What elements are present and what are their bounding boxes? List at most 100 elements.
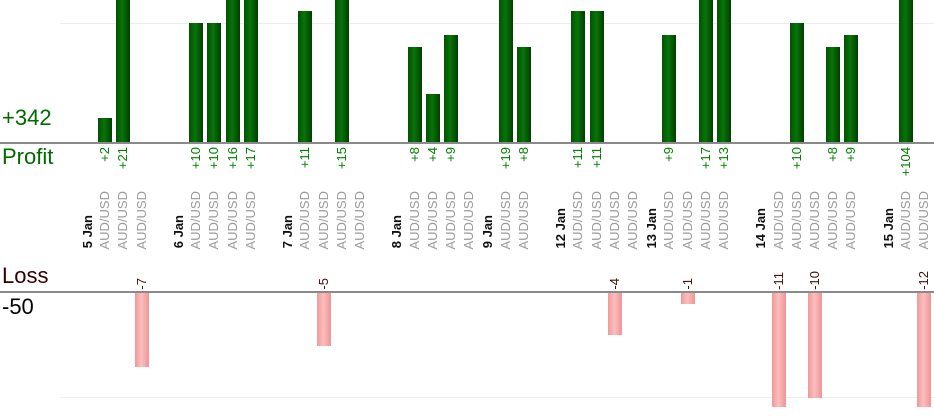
- profit-value-label: +4: [424, 147, 440, 162]
- profit-bar: [589, 11, 604, 142]
- symbol-label: AUD/USD: [916, 191, 932, 250]
- profit-bar: [516, 46, 531, 142]
- profit-bar: [98, 118, 113, 142]
- profit-value-label: +104: [898, 147, 913, 177]
- loss-bar: [771, 293, 786, 407]
- symbol-label: AUD/USD: [297, 191, 313, 250]
- symbol-label: AUD/USD: [625, 191, 640, 250]
- profit-bar: [116, 0, 131, 142]
- profit-value-label: +17: [242, 147, 258, 170]
- profit-value-label: +9: [661, 147, 677, 162]
- profit-bar: [243, 0, 258, 142]
- symbol-label: AUD/USD: [570, 191, 586, 250]
- profit-value-label: +21: [115, 147, 131, 170]
- loss-bar: [316, 293, 331, 346]
- symbol-label: AUD/USD: [497, 191, 513, 250]
- symbol-label: AUD/USD: [424, 191, 440, 250]
- profit-gridline: [60, 23, 934, 24]
- date-label: 7 Jan: [280, 214, 296, 248]
- symbol-label: AUD/USD: [188, 191, 204, 250]
- date-label: 13 Jan: [644, 207, 660, 248]
- profit-value-label: +8: [825, 147, 841, 162]
- profit-bar: [789, 23, 804, 142]
- loss-bar: [680, 293, 695, 304]
- profit-bar: [717, 0, 731, 142]
- profit-bar: [225, 0, 240, 142]
- symbol-label: AUD/USD: [606, 191, 622, 250]
- profit-value-label: +10: [206, 147, 222, 170]
- symbol-label: AUD/USD: [461, 191, 477, 250]
- profit-value-label: +11: [297, 147, 313, 169]
- profit-bar: [662, 34, 677, 142]
- symbol-label: AUD/USD: [825, 191, 841, 250]
- symbol-label: AUD/USD: [352, 191, 367, 250]
- profit-total-label: +342: [2, 105, 52, 130]
- profit-value-label: +15: [333, 147, 349, 170]
- profit-value-label: +10: [188, 147, 204, 170]
- profit-value-label: +8: [406, 147, 422, 162]
- profit-axis-line: [0, 142, 934, 144]
- symbol-label: AUD/USD: [661, 191, 677, 250]
- profit-bar: [444, 34, 458, 142]
- profit-bar: [207, 23, 222, 142]
- symbol-label: AUD/USD: [315, 191, 331, 250]
- profit-bar: [334, 0, 349, 142]
- profit-value-label: +11: [588, 147, 604, 169]
- symbol-label: AUD/USD: [206, 191, 222, 250]
- symbol-label: AUD/USD: [588, 191, 604, 250]
- profit-value-label: +13: [716, 147, 731, 170]
- loss-value-label: -10: [807, 271, 822, 290]
- loss-axis-label: Loss: [2, 263, 49, 288]
- profit-bar: [826, 46, 841, 142]
- symbol-label: AUD/USD: [697, 191, 713, 250]
- date-label: 14 Jan: [753, 207, 769, 248]
- profit-value-label: +9: [443, 147, 458, 162]
- symbol-label: AUD/USD: [788, 191, 804, 250]
- profit-axis-label: Profit: [2, 144, 54, 169]
- loss-plot-area: [0, 293, 934, 407]
- loss-bar: [134, 293, 149, 367]
- profit-bar: [844, 34, 859, 142]
- profit-value-label: +10: [788, 147, 804, 170]
- profit-value-label: +16: [224, 147, 240, 170]
- loss-value-label: -4: [606, 278, 622, 290]
- loss-value-label: -11: [770, 272, 786, 290]
- profit-value-label: +2: [97, 147, 113, 162]
- date-label: 8 Jan: [389, 214, 405, 248]
- profit-bar: [407, 46, 422, 142]
- date-label: 15 Jan: [880, 207, 896, 248]
- symbol-label: AUD/USD: [843, 191, 859, 250]
- symbol-label: AUD/USD: [97, 191, 113, 250]
- profit-value-label: +11: [570, 147, 586, 169]
- loss-value-label: -12: [916, 271, 932, 290]
- profit-plot-area: [0, 0, 934, 142]
- symbol-label: AUD/USD: [515, 191, 531, 250]
- symbol-label: AUD/USD: [242, 191, 258, 250]
- profit-value-label: +8: [515, 147, 531, 162]
- symbol-label: AUD/USD: [333, 191, 349, 250]
- date-label: 9 Jan: [480, 214, 496, 248]
- loss-value-label: -1: [679, 278, 695, 290]
- profit-value-label: +9: [843, 147, 859, 162]
- loss-value-label: -5: [315, 278, 331, 290]
- profit-value-label: +19: [497, 147, 513, 170]
- profit-bar: [899, 0, 913, 142]
- symbol-label: AUD/USD: [716, 191, 731, 250]
- profit-bar: [571, 11, 586, 142]
- loss-value-label: -7: [133, 278, 149, 290]
- profit-bar: [425, 94, 440, 142]
- loss-gridline: [60, 397, 934, 398]
- profit-bar: [298, 11, 313, 142]
- symbol-label: AUD/USD: [443, 191, 458, 250]
- symbol-label: AUD/USD: [115, 191, 131, 250]
- loss-bar: [917, 293, 932, 407]
- symbol-label: AUD/USD: [224, 191, 240, 250]
- symbol-label: AUD/USD: [770, 191, 786, 250]
- loss-bar: [808, 293, 822, 398]
- symbol-label: AUD/USD: [807, 191, 822, 250]
- loss-axis-line: [0, 291, 934, 293]
- date-label: 6 Jan: [171, 214, 186, 248]
- symbol-label: AUD/USD: [679, 191, 695, 250]
- profit-bar: [189, 23, 204, 142]
- date-label: 12 Jan: [553, 207, 569, 248]
